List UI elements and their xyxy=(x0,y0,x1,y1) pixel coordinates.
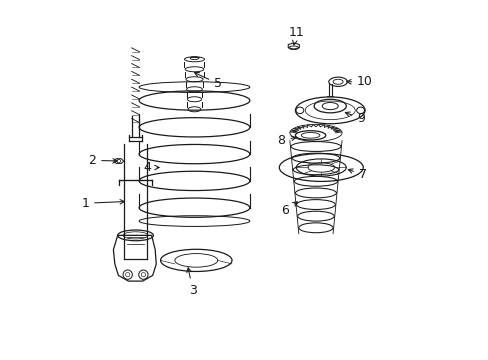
Text: 6: 6 xyxy=(281,202,297,217)
Text: 9: 9 xyxy=(345,112,364,125)
Text: 1: 1 xyxy=(81,197,124,210)
Text: 3: 3 xyxy=(186,268,196,297)
Text: 4: 4 xyxy=(143,161,159,174)
Text: 11: 11 xyxy=(288,26,304,45)
Text: 10: 10 xyxy=(346,75,372,88)
Text: 8: 8 xyxy=(277,134,295,147)
Text: 7: 7 xyxy=(347,168,366,181)
Text: 2: 2 xyxy=(88,154,117,167)
Text: 5: 5 xyxy=(194,72,222,90)
